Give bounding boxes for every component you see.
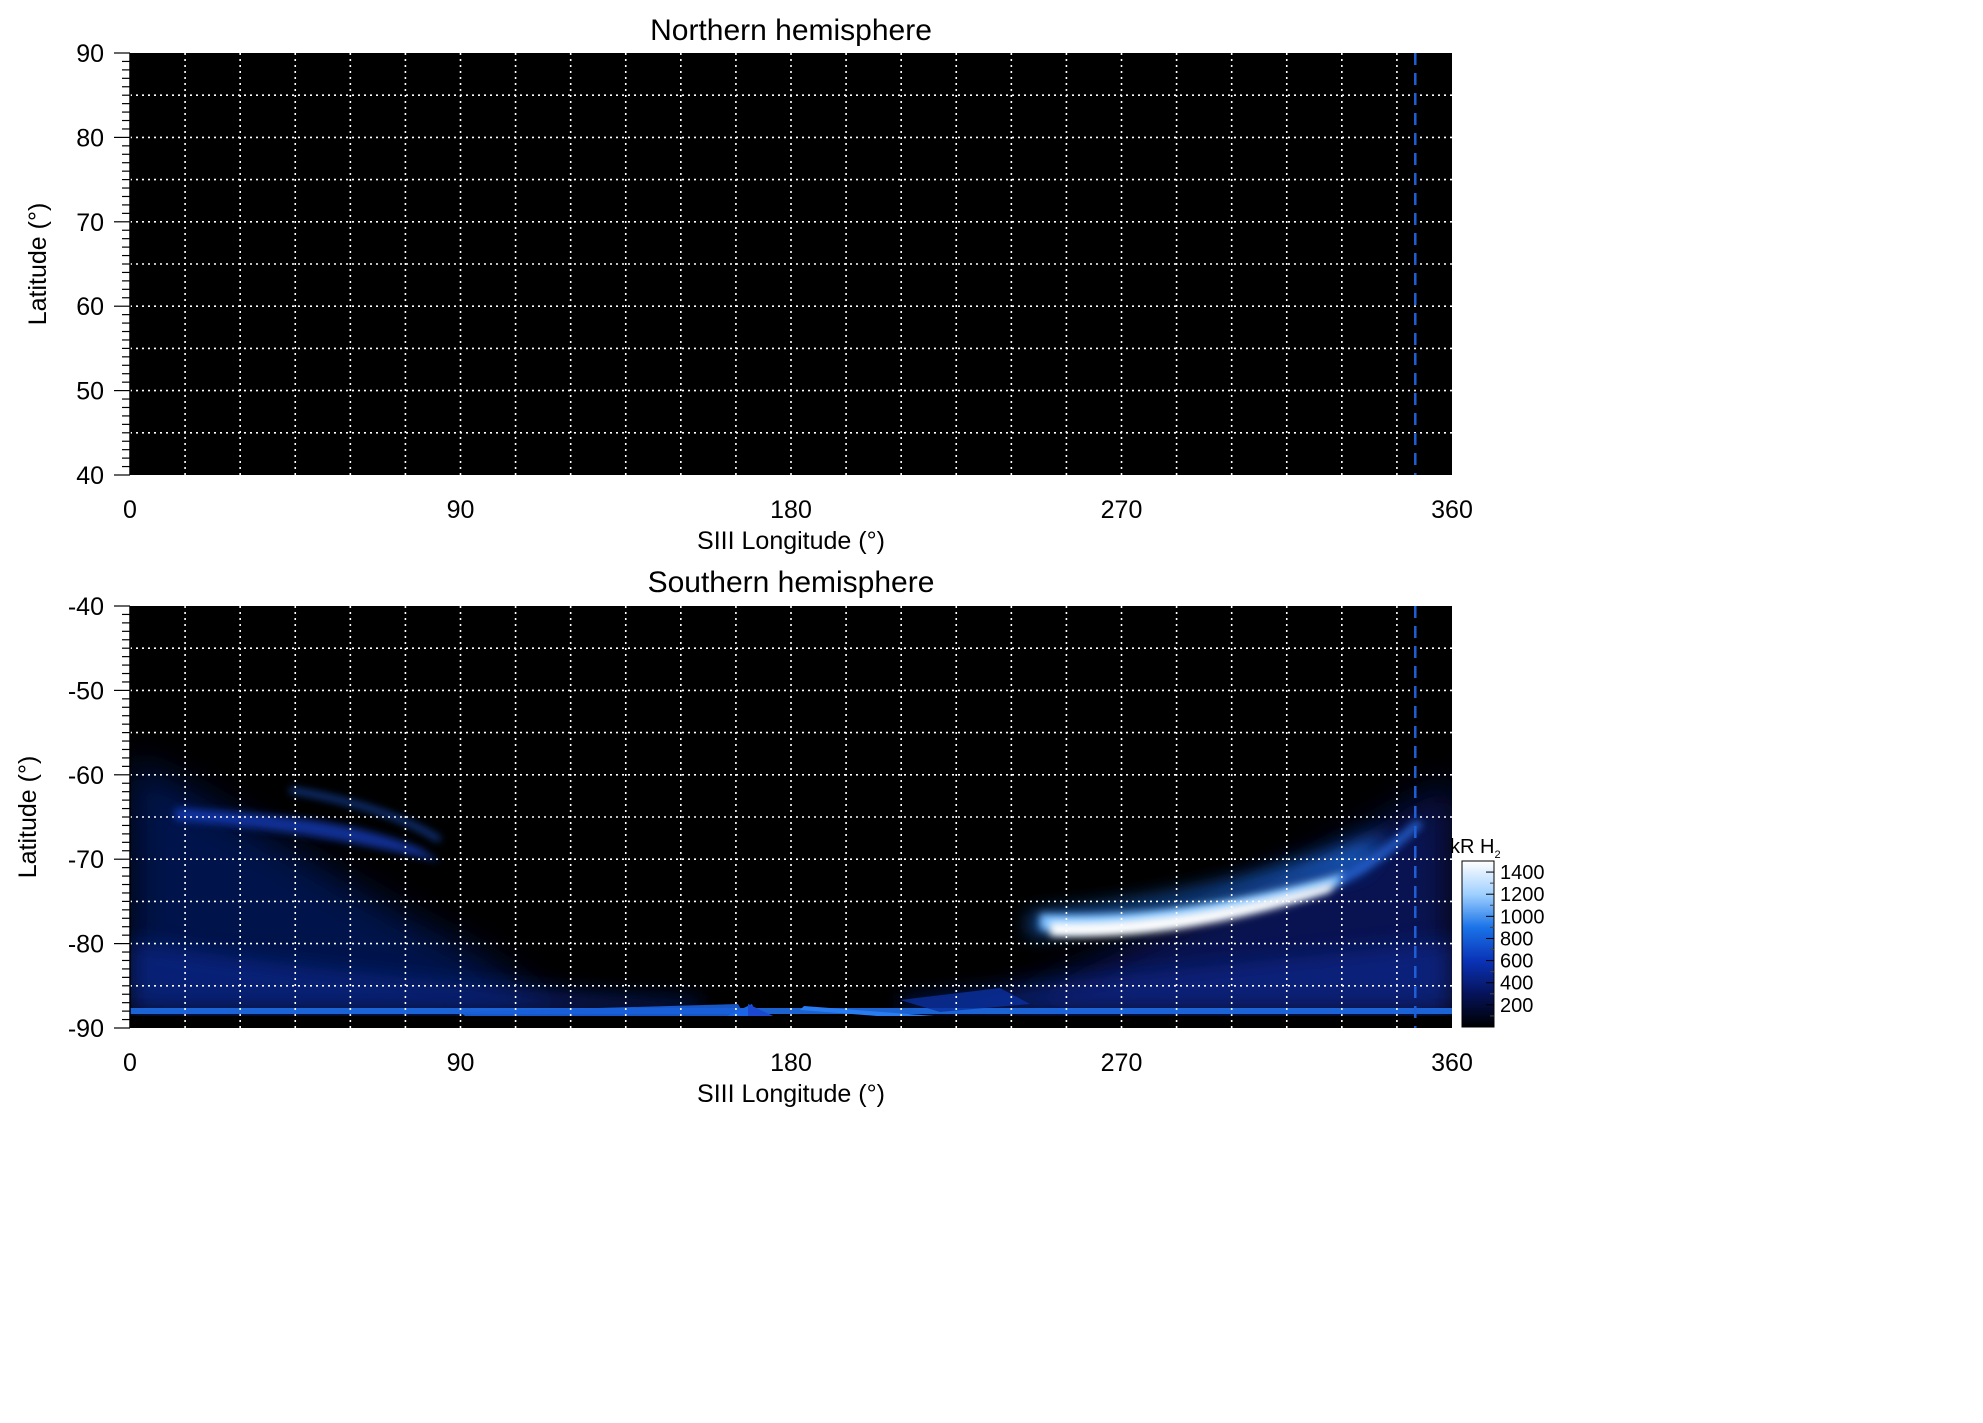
y-tick-label: 50 [76, 378, 104, 406]
x-tick-label: 90 [447, 496, 475, 524]
south-dawn-arc [175, 787, 442, 862]
y-tick-label: -90 [68, 1015, 104, 1043]
x-tick-label: 90 [447, 1049, 475, 1077]
y-tick-label: 80 [76, 124, 104, 152]
colorbar-tick-label: 400 [1500, 973, 1533, 995]
y-tick-label: -70 [68, 846, 104, 874]
colorbar-ramp [1461, 860, 1495, 1028]
colorbar-tick-label: 800 [1500, 928, 1533, 950]
x-tick-label: 360 [1431, 1049, 1473, 1077]
panel-north-title: Northern hemisphere [650, 14, 932, 47]
colorbar-tick-label: 200 [1500, 995, 1533, 1017]
panel-south-title: Southern hemisphere [648, 566, 935, 599]
panel-north-y-axis-label: Latitude (°) [24, 203, 52, 326]
colorbar-tick-label: 600 [1500, 951, 1533, 973]
figure: Northern hemisphere 40 50 60 70 80 90 0 90 180 2… [14, 14, 1545, 1108]
panel-south-emission [130, 606, 1452, 1028]
panel-south-y-ticks: -90 -80 -70 -60 -50 -40 [68, 593, 130, 1043]
x-tick-label: 180 [770, 1049, 812, 1077]
panel-north-grid [130, 53, 1452, 475]
x-tick-label: 360 [1431, 496, 1473, 524]
panel-south-x-axis-label: SIII Longitude (°) [697, 1080, 885, 1108]
colorbar-tick-label: 1400 [1500, 862, 1545, 884]
colorbar-title: kR H2 [1450, 836, 1501, 861]
x-tick-label: 0 [123, 1049, 137, 1077]
x-tick-label: 0 [123, 496, 137, 524]
x-tick-label: 270 [1101, 496, 1143, 524]
y-tick-label: 70 [76, 209, 104, 237]
y-tick-label: 40 [76, 462, 104, 490]
x-tick-label: 180 [770, 496, 812, 524]
y-tick-label: -80 [68, 931, 104, 959]
y-tick-label: 60 [76, 293, 104, 321]
y-tick-label: -50 [68, 677, 104, 705]
panel-north-x-axis-label: SIII Longitude (°) [697, 527, 885, 555]
panel-north-x-ticks: 0 90 180 270 360 [123, 496, 1473, 524]
y-tick-label: -40 [68, 593, 104, 621]
panel-north: Northern hemisphere 40 50 60 70 80 90 0 90 180 2… [24, 14, 1473, 555]
panel-south-grid [130, 606, 1452, 1028]
panel-south-x-ticks: 0 90 180 270 360 [123, 1049, 1473, 1077]
x-tick-label: 270 [1101, 1049, 1143, 1077]
colorbar-tick-label: 1000 [1500, 906, 1545, 928]
panel-south: Southern hemisphere [14, 566, 1545, 1108]
panel-north-y-ticks: 40 50 60 70 80 90 [76, 40, 130, 490]
colorbar-tick-label: 1200 [1500, 884, 1545, 906]
y-tick-label: -60 [68, 762, 104, 790]
panel-south-y-axis-label: Latitude (°) [14, 756, 42, 879]
y-tick-label: 90 [76, 40, 104, 68]
south-main-oval [1030, 818, 1424, 937]
